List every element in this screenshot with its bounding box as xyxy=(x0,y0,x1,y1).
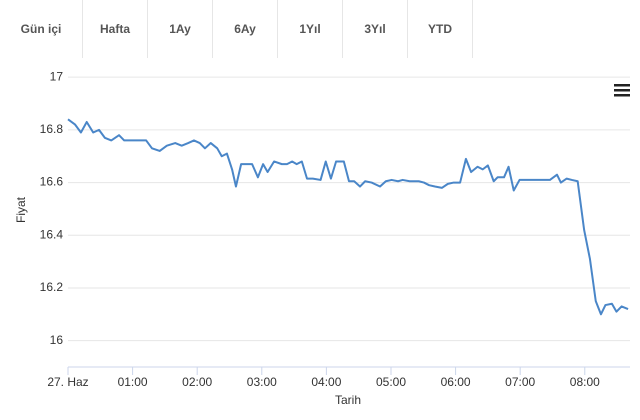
price-line xyxy=(67,118,629,316)
range-tab[interactable]: Gün içi xyxy=(0,0,83,58)
range-tab[interactable]: YTD xyxy=(408,0,473,58)
y-tick-label: 16.8 xyxy=(40,122,64,136)
menu-icon[interactable] xyxy=(614,84,630,97)
range-tab[interactable]: Hafta xyxy=(83,0,148,58)
menu-bar xyxy=(614,84,630,87)
x-tick-label: 05:00 xyxy=(376,375,406,389)
y-tick-label: 16.4 xyxy=(40,227,64,241)
x-tick-label: 06:00 xyxy=(441,375,471,389)
y-tick-label: 17 xyxy=(50,69,64,83)
y-axis-title: Fiyat xyxy=(14,196,28,223)
y-tick-label: 16.2 xyxy=(40,280,64,294)
y-tick-label: 16 xyxy=(50,333,64,347)
x-axis-title: Tarih xyxy=(335,393,361,407)
menu-bar xyxy=(614,94,630,97)
range-tab[interactable]: 3Yıl xyxy=(343,0,408,58)
x-tick-label: 01:00 xyxy=(118,375,148,389)
range-tab[interactable]: 1Yıl xyxy=(278,0,343,58)
x-tick-label: 04:00 xyxy=(311,375,341,389)
range-tabs: Gün içi Hafta 1Ay 6Ay 1Yıl 3Yıl YTD xyxy=(0,0,473,58)
range-tab[interactable]: 6Ay xyxy=(213,0,278,58)
x-tick-label: 27. Haz xyxy=(47,375,88,389)
range-tab[interactable]: 1Ay xyxy=(148,0,213,58)
menu-bar xyxy=(614,89,630,92)
y-tick-label: 16.6 xyxy=(40,175,64,189)
x-tick-label: 02:00 xyxy=(182,375,212,389)
x-tick-label: 03:00 xyxy=(247,375,277,389)
x-tick-label: 08:00 xyxy=(570,375,600,389)
x-tick-label: 07:00 xyxy=(505,375,535,389)
